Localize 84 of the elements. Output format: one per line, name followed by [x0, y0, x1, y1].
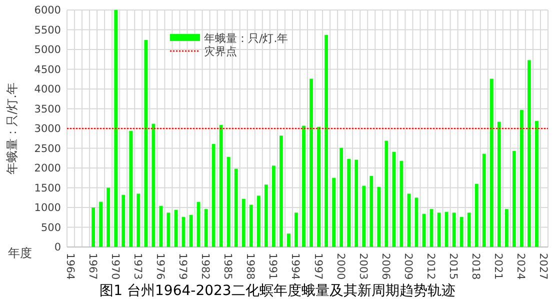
bar	[92, 208, 95, 247]
bar	[460, 216, 464, 247]
bar	[317, 126, 320, 247]
y-axis-title: 年蛾量：只/灯.年	[5, 82, 19, 174]
bar	[136, 194, 140, 247]
y-tick-label: 3000	[34, 123, 61, 136]
bar	[340, 148, 344, 247]
x-tick-label: 2006	[379, 253, 392, 280]
x-tick-label: 1991	[266, 253, 279, 280]
bar	[122, 194, 126, 247]
bar	[490, 78, 494, 247]
x-tick-label: 2018	[470, 253, 482, 280]
x-tick-label: 1997	[312, 253, 324, 280]
x-tick-label: 2012	[424, 253, 437, 280]
x-tick-label: 1994	[289, 253, 302, 280]
bar	[106, 188, 110, 247]
x-tick-label: 1973	[131, 253, 144, 280]
bar	[264, 184, 268, 247]
bar	[310, 78, 313, 247]
x-tick-label: 2000	[334, 253, 346, 280]
bar	[272, 166, 276, 247]
y-tick-label: 4000	[34, 84, 61, 96]
y-tick-label: 500	[40, 222, 61, 234]
bar	[384, 140, 388, 247]
x-tick-label: 2003	[356, 253, 369, 280]
bar	[152, 124, 156, 247]
x-axis-title: 年度	[8, 246, 32, 260]
bar	[99, 202, 103, 247]
bar	[482, 154, 486, 247]
bar	[497, 122, 501, 247]
x-tick-label: 2021	[492, 253, 504, 280]
bar	[294, 212, 298, 247]
bar	[332, 178, 336, 247]
x-tick-label: 1967	[86, 253, 98, 280]
legend-label: 年蛾量：只/灯.年	[204, 32, 288, 45]
bar	[370, 176, 374, 247]
bar	[114, 10, 118, 247]
x-tick-label: 2009	[402, 253, 414, 280]
bar	[392, 152, 396, 247]
bar	[504, 209, 508, 247]
bar	[302, 126, 306, 247]
legend-label: 灾界点	[204, 44, 237, 58]
bar	[144, 40, 148, 247]
x-tick-label: 1988	[244, 253, 256, 280]
bar	[280, 136, 283, 247]
y-tick-label: 6000	[34, 4, 61, 17]
bar	[354, 160, 358, 247]
y-tick-label: 1000	[34, 202, 61, 214]
bar	[256, 196, 260, 247]
y-tick-label: 5500	[34, 24, 61, 36]
bar	[467, 212, 471, 247]
y-tick-label: 1500	[34, 182, 61, 194]
bar	[219, 124, 223, 247]
bar	[512, 151, 516, 247]
y-tick-label: 2500	[34, 142, 61, 155]
y-tick-label: 4500	[34, 64, 61, 76]
bar	[520, 110, 524, 247]
y-tick-label: 5000	[34, 44, 61, 56]
bar	[474, 184, 478, 247]
x-tick-label: 1979	[176, 253, 188, 280]
x-tick-label: 1970	[108, 253, 121, 280]
x-tick-label: 1985	[222, 253, 234, 280]
y-tick-label: 3500	[34, 103, 61, 116]
y-tick-label: 2000	[34, 162, 61, 175]
bar	[324, 34, 328, 247]
x-tick-label: 1982	[199, 253, 212, 280]
text: 图1 台州1964-2023二化螟年度蛾量及其新周期趋势轨迹	[100, 283, 456, 299]
bar	[249, 204, 253, 247]
x-tick-label: 2027	[537, 253, 550, 280]
bar	[535, 120, 538, 247]
x-tick-label: 1976	[154, 253, 166, 280]
x-tick-label: 2015	[447, 253, 460, 280]
bar	[362, 186, 366, 247]
bar	[528, 60, 531, 247]
x-tick-label: 1964	[64, 253, 76, 280]
bar	[377, 186, 381, 247]
bar	[226, 156, 230, 247]
x-tick-label: 2024	[514, 253, 527, 280]
bar	[234, 168, 238, 247]
bar	[242, 198, 246, 247]
bar	[347, 158, 351, 247]
bar	[287, 234, 290, 247]
y-tick-label: 0	[54, 242, 61, 254]
bar	[129, 130, 133, 247]
